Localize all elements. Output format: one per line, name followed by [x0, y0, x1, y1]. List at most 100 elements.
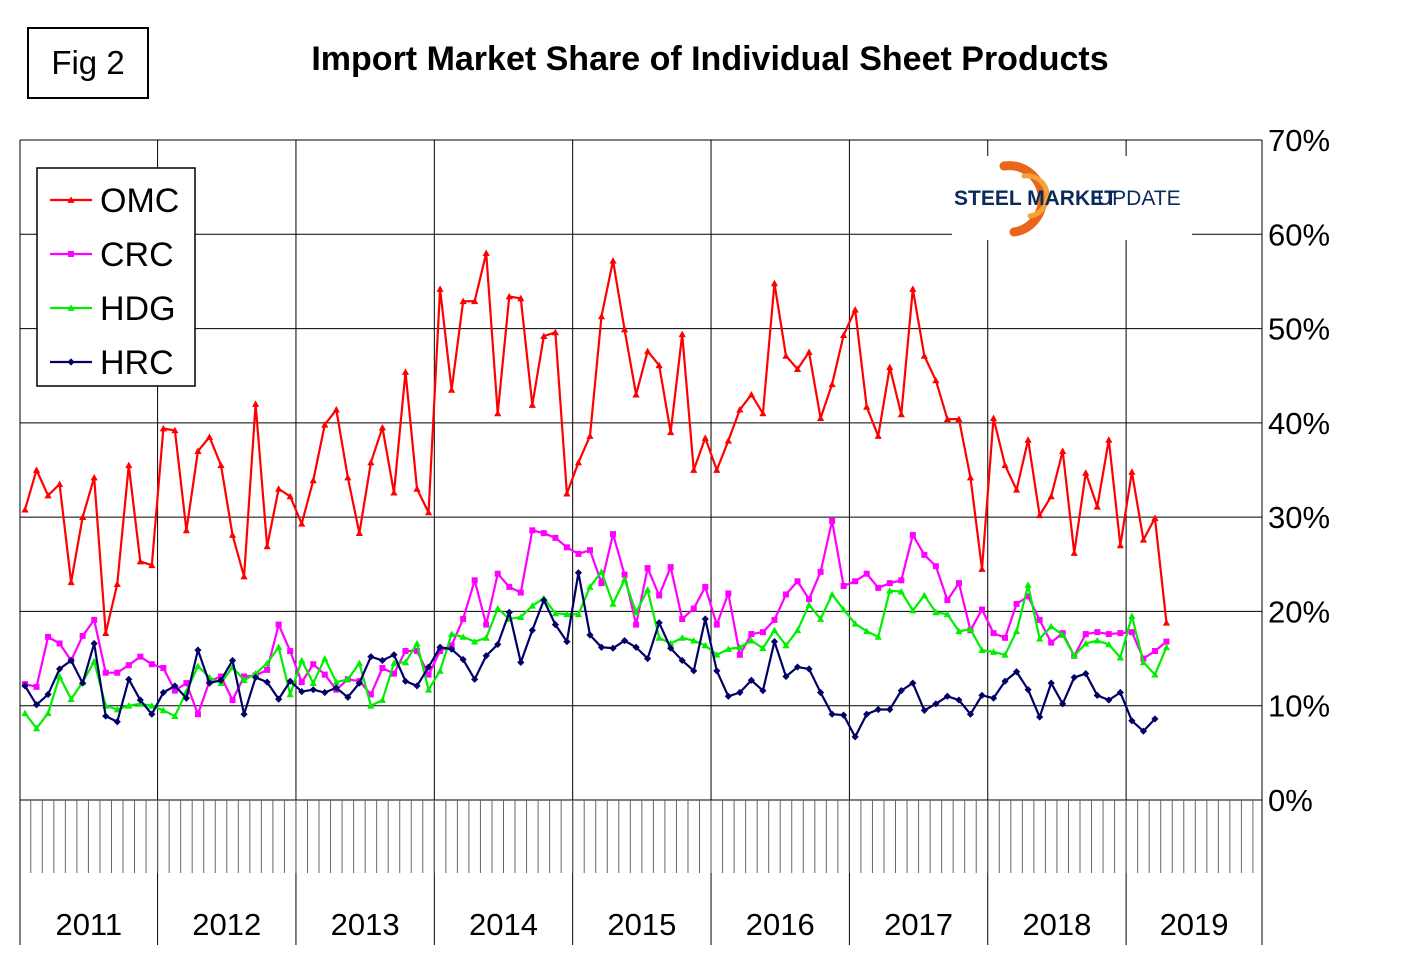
hdg-point [1082, 639, 1090, 647]
crc-point [1082, 631, 1089, 638]
hrc-point [240, 710, 248, 718]
hrc-point [701, 615, 709, 623]
hdg-point [816, 615, 825, 622]
omc-point [747, 390, 755, 398]
hdg-point [840, 605, 848, 613]
hdg-point [597, 568, 606, 575]
hrc-point [989, 694, 998, 702]
omc-point [816, 414, 825, 422]
crc-point [782, 591, 789, 598]
legend-swatch-marker [67, 196, 75, 203]
omc-point [159, 424, 167, 432]
hdg-point [978, 646, 986, 653]
omc-point [424, 508, 433, 516]
omc-point [21, 506, 29, 513]
hdg-point [194, 662, 202, 669]
axis-ticks: 0% 10% 20% 30% 40% 50% 60% 70% 2011 2012 2013 2014 2… [30, 123, 1330, 942]
hdg-point [551, 609, 559, 617]
hdg-point [159, 706, 167, 714]
crc-point [321, 671, 328, 678]
hrc-point [932, 700, 940, 708]
hdg-point [21, 709, 29, 717]
omc-point [828, 380, 836, 388]
hdg-point [471, 638, 479, 645]
hrc-point [586, 631, 594, 639]
hdg-point [989, 648, 998, 655]
omc-point [597, 312, 606, 320]
hrc-point [482, 652, 490, 660]
hdg-point [655, 634, 663, 641]
omc-point [632, 390, 640, 398]
hrc-point [770, 638, 779, 646]
omc-point [275, 485, 283, 492]
crc-point [852, 578, 859, 585]
legend-label: HRC [100, 344, 174, 382]
hrc-point [563, 638, 571, 646]
hdg-point [897, 588, 905, 595]
hrc-point [690, 667, 698, 675]
hdg-point [563, 610, 571, 618]
hrc-point [505, 608, 513, 616]
hdg-point [920, 591, 928, 599]
crc-point [79, 632, 86, 639]
hrc-line [24, 571, 1156, 738]
hdg-point [355, 659, 363, 667]
hdg-point [909, 606, 917, 614]
omc-point [1059, 447, 1067, 455]
legend-item-omc: OMC [50, 182, 179, 220]
crc-point [390, 670, 397, 677]
omc-point [286, 492, 294, 500]
legend-swatch-marker [67, 358, 75, 366]
crc-point [517, 589, 524, 596]
hdg-point [1070, 652, 1078, 659]
omc-point [966, 473, 975, 481]
crc-point [471, 577, 478, 584]
omc-point [574, 458, 583, 466]
y-tick-label: 10% [1268, 689, 1330, 724]
crc-point [863, 570, 870, 577]
crc-point [921, 551, 928, 558]
hrc-point [79, 679, 87, 687]
omc-point [920, 352, 928, 359]
y-tick-label: 50% [1268, 312, 1330, 347]
hrc-point [1001, 677, 1009, 685]
hrc-point [1116, 688, 1124, 697]
omc-point [332, 406, 340, 413]
crc-point [310, 661, 317, 668]
crc-point [494, 570, 501, 577]
omc-point [736, 406, 744, 413]
logo-swoosh-icon [999, 161, 1047, 237]
hdg-point [32, 724, 41, 732]
hrc-point [44, 690, 52, 698]
omc-point [782, 352, 790, 359]
hdg-point [966, 625, 975, 633]
crc-point [759, 629, 766, 636]
hrc-point [90, 639, 98, 648]
omc-point [344, 473, 352, 481]
crc-point [33, 683, 40, 690]
y-tick-label: 20% [1268, 594, 1330, 629]
hdg-point [401, 658, 410, 666]
hrc-point [459, 655, 467, 664]
hrc-point [597, 643, 606, 651]
crc-point [367, 691, 374, 698]
hdg-point [632, 608, 640, 616]
year-label: 2018 [1022, 907, 1091, 942]
crc-point [552, 534, 559, 541]
hrc-point [1047, 679, 1055, 687]
hrc-point [275, 695, 283, 703]
omc-point [125, 461, 133, 469]
hrc-point [782, 672, 790, 681]
hrc-point [713, 667, 721, 675]
omc-point [252, 400, 260, 407]
omc-point [517, 294, 525, 302]
hdg-point [713, 651, 721, 658]
omc-point [909, 285, 917, 292]
crc-point [402, 648, 409, 655]
hdg-point [690, 637, 698, 644]
hrc-point [228, 656, 237, 665]
hdg-point [275, 643, 283, 651]
omc-point [586, 432, 594, 439]
crc-point [483, 621, 490, 628]
y-tick-label: 70% [1268, 123, 1330, 158]
